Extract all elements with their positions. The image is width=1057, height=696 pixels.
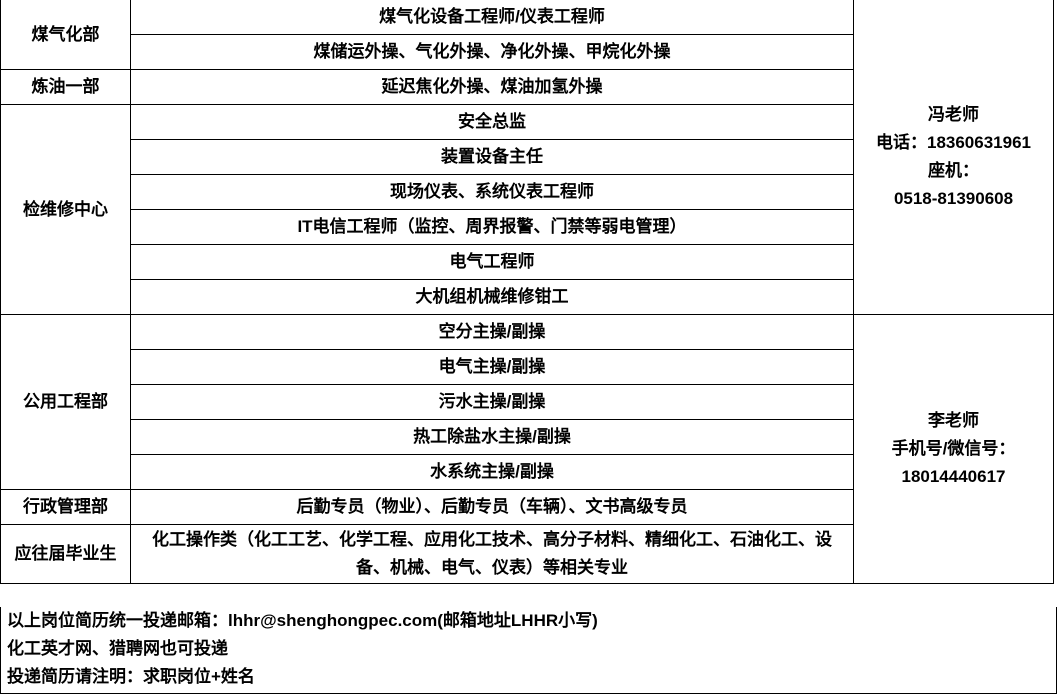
department-cell: 煤气化部 [0,0,131,70]
table-row: 检维修中心 安全总监 [0,104,1054,315]
position-cell: 电气工程师 [130,244,854,280]
position-cell: 煤储运外操、气化外操、净化外操、甲烷化外操 [130,34,854,70]
footer-subject-note: 投递简历请注明：求职岗位+姓名 [7,667,255,686]
position-cell: 化工操作类（化工工艺、化学工程、应用化工技术、高分子材料、精细化工、石油化工、设… [130,524,854,584]
table-row: 水系统主操/副操 [1,454,1054,490]
position-cell: 大机组机械维修钳工 [130,279,854,315]
job-table: 煤气化部 煤气化设备工程师/仪表工程师 冯老师 电话：18360631961 座… [0,0,1054,584]
table-row: 公用工程部 空分主操/副操 李老师 手机号/微信号： 18014440617 [0,314,1054,584]
contact-cell-feng: 冯老师 电话：18360631961 座机： 0518-81390608 [853,0,1054,315]
position-cell: 污水主操/副操 [130,384,854,420]
contact-phone: 18014440617 [901,467,1006,486]
position-cell: 安全总监 [130,104,854,140]
position-cell: 空分主操/副操 [130,314,854,350]
position-cell: 现场仪表、系统仪表工程师 [130,174,854,210]
footer-notes: 以上岗位简历统一投递邮箱：lhhr@shenghongpec.com(邮箱地址L… [0,607,1057,694]
table-row: 电气主操/副操 [1,349,1054,385]
position-cell: 装置设备主任 [130,139,854,175]
table-row: 现场仪表、系统仪表工程师 [1,174,1054,210]
department-cell: 行政管理部 [0,489,131,525]
footer-channels-note: 化工英才网、猎聘网也可投递 [7,639,228,658]
table-row: 大机组机械维修钳工 [1,279,1054,315]
contact-name: 李老师 [928,411,979,430]
contact-name: 冯老师 [928,105,979,124]
position-cell: 电气主操/副操 [130,349,854,385]
position-cell: 延迟焦化外操、煤油加氢外操 [130,69,854,105]
table-row: 煤储运外操、气化外操、净化外操、甲烷化外操 [1,34,1054,70]
department-cell: 炼油一部 [0,69,131,105]
department-cell: 应往届毕业生 [0,524,131,584]
table-row: 炼油一部 延迟焦化外操、煤油加氢外操 [0,69,1054,105]
contact-landline: 0518-81390608 [893,189,1014,208]
contact-landline-label: 座机： [928,161,979,180]
contact-cell-li: 李老师 手机号/微信号： 18014440617 [853,314,1054,584]
position-cell: IT电信工程师（监控、周界报警、门禁等弱电管理） [130,209,854,245]
table-row: 热工除盐水主操/副操 [1,419,1054,455]
footer-email-note: 以上岗位简历统一投递邮箱：lhhr@shenghongpec.com(邮箱地址L… [7,611,598,630]
table-row: 煤气化部 煤气化设备工程师/仪表工程师 冯老师 电话：18360631961 座… [0,0,1054,315]
table-row: 行政管理部 后勤专员（物业）、后勤专员（车辆）、文书高级专员 [0,489,1054,525]
table-row: IT电信工程师（监控、周界报警、门禁等弱电管理） [1,209,1054,245]
table-row: 电气工程师 [1,244,1054,280]
position-cell: 热工除盐水主操/副操 [130,419,854,455]
contact-phone-label: 手机号/微信号： [891,439,1016,458]
department-cell: 公用工程部 [0,314,131,490]
table-row: 污水主操/副操 [1,384,1054,420]
position-cell: 后勤专员（物业）、后勤专员（车辆）、文书高级专员 [130,489,854,525]
department-cell: 检维修中心 [0,104,131,315]
table-row: 装置设备主任 [1,139,1054,175]
contact-phone: 电话：18360631961 [875,133,1031,152]
position-cell: 煤气化设备工程师/仪表工程师 [130,0,854,35]
table-row: 应往届毕业生 化工操作类（化工工艺、化学工程、应用化工技术、高分子材料、精细化工… [0,524,1054,584]
position-cell: 水系统主操/副操 [130,454,854,490]
